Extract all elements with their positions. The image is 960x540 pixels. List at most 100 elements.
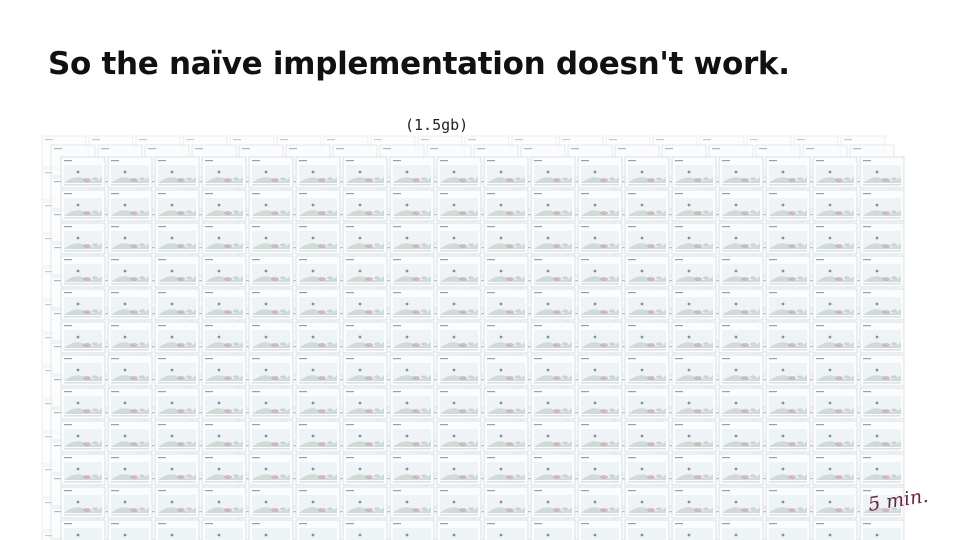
- slide-thumbnail: [436, 486, 482, 519]
- slide-thumbnail: [436, 420, 482, 453]
- slide-thumbnail: [671, 453, 717, 486]
- slide-thumbnail: [107, 156, 153, 189]
- slide-thumbnail: [483, 486, 529, 519]
- slide-thumbnail: [530, 255, 576, 288]
- slide-thumbnail: [60, 519, 106, 540]
- slide-thumbnail: [483, 387, 529, 420]
- slide-thumbnail: [295, 420, 341, 453]
- slide-thumbnail: [60, 156, 106, 189]
- slide-thumbnail: [577, 387, 623, 420]
- slide-thumbnail: [389, 453, 435, 486]
- slide-thumbnail: [859, 321, 905, 354]
- slide-thumbnail: [624, 321, 670, 354]
- size-caption: (1.5gb): [405, 116, 469, 134]
- slide-thumbnail: [859, 354, 905, 387]
- slide-thumbnail: [624, 453, 670, 486]
- slide-thumbnail: [765, 387, 811, 420]
- slide-thumbnail: [107, 222, 153, 255]
- slide-thumbnail: [624, 156, 670, 189]
- slide-thumbnail: [389, 354, 435, 387]
- slide-thumbnail: [765, 255, 811, 288]
- slide-thumbnail: [530, 486, 576, 519]
- slide-thumbnail: [577, 156, 623, 189]
- slide-thumbnail: [201, 387, 247, 420]
- slide-thumbnail: [812, 255, 858, 288]
- slide-thumbnail: [295, 189, 341, 222]
- slide-thumbnail: [295, 321, 341, 354]
- slide-thumbnail: [624, 420, 670, 453]
- slide-thumbnail: [483, 288, 529, 321]
- thumbnail-grid-canvas: [41, 135, 905, 540]
- slide-thumbnail: [671, 387, 717, 420]
- slide-thumbnail: [107, 354, 153, 387]
- slide-thumbnail: [765, 420, 811, 453]
- slide-thumbnail: [154, 255, 200, 288]
- slide-thumbnail: [295, 255, 341, 288]
- slide-thumbnail: [765, 189, 811, 222]
- slide-thumbnail: [154, 189, 200, 222]
- slide-thumbnail: [624, 486, 670, 519]
- slide-thumbnail: [483, 519, 529, 540]
- slide-thumbnail: [389, 387, 435, 420]
- slide-thumbnail: [859, 255, 905, 288]
- slide-thumbnail: [295, 519, 341, 540]
- slide-thumbnail: [248, 189, 294, 222]
- slide-thumbnail: [201, 222, 247, 255]
- slide-thumbnail: [671, 354, 717, 387]
- slide-thumbnail: [389, 255, 435, 288]
- slide-thumbnail: [859, 288, 905, 321]
- slide-thumbnail: [812, 486, 858, 519]
- slide-thumbnail: [60, 453, 106, 486]
- slide-thumbnail: [201, 321, 247, 354]
- slide-thumbnail: [201, 354, 247, 387]
- slide-thumbnail: [812, 420, 858, 453]
- slide-thumbnail: [483, 420, 529, 453]
- slide-thumbnail: [154, 519, 200, 540]
- slide-thumbnail: [342, 321, 388, 354]
- slide-thumbnail: [765, 222, 811, 255]
- slide-thumbnail: [718, 288, 764, 321]
- slide-thumbnail: [671, 420, 717, 453]
- slide-thumbnail: [483, 156, 529, 189]
- slide-thumbnail: [859, 222, 905, 255]
- slide-thumbnail: [342, 519, 388, 540]
- thumbnail-grid: [40, 134, 910, 540]
- slide-thumbnail: [295, 354, 341, 387]
- slide-thumbnail: [718, 420, 764, 453]
- slide-thumbnail: [530, 519, 576, 540]
- slide-thumbnail: [765, 321, 811, 354]
- slide-thumbnail: [436, 189, 482, 222]
- slide-thumbnail: [483, 321, 529, 354]
- slide-thumbnail: [530, 420, 576, 453]
- slide-thumbnail: [295, 156, 341, 189]
- slide-thumbnail: [436, 453, 482, 486]
- slide-thumbnail: [107, 519, 153, 540]
- slide-thumbnail: [671, 288, 717, 321]
- slide-thumbnail: [765, 354, 811, 387]
- slide-thumbnail: [812, 453, 858, 486]
- slide-thumbnail: [718, 156, 764, 189]
- slide-thumbnail: [671, 519, 717, 540]
- slide-thumbnail: [201, 420, 247, 453]
- slide-thumbnail: [107, 387, 153, 420]
- slide-thumbnail: [624, 189, 670, 222]
- slide-thumbnail: [765, 519, 811, 540]
- slide-thumbnail: [859, 387, 905, 420]
- slide-thumbnail: [389, 519, 435, 540]
- slide-thumbnail: [389, 222, 435, 255]
- slide-thumbnail: [342, 288, 388, 321]
- slide-thumbnail: [436, 156, 482, 189]
- slide-thumbnail: [483, 189, 529, 222]
- slide-thumbnail: [530, 189, 576, 222]
- slide-thumbnail: [718, 321, 764, 354]
- slide-thumbnail: [248, 354, 294, 387]
- slide-thumbnail: [248, 453, 294, 486]
- slide-thumbnail: [577, 288, 623, 321]
- slide-thumbnail: [342, 387, 388, 420]
- slide-thumbnail: [295, 387, 341, 420]
- slide-thumbnail: [107, 255, 153, 288]
- slide-thumbnail: [389, 420, 435, 453]
- slide-thumbnail: [624, 288, 670, 321]
- slide-thumbnail: [436, 519, 482, 540]
- slide-thumbnail: [530, 321, 576, 354]
